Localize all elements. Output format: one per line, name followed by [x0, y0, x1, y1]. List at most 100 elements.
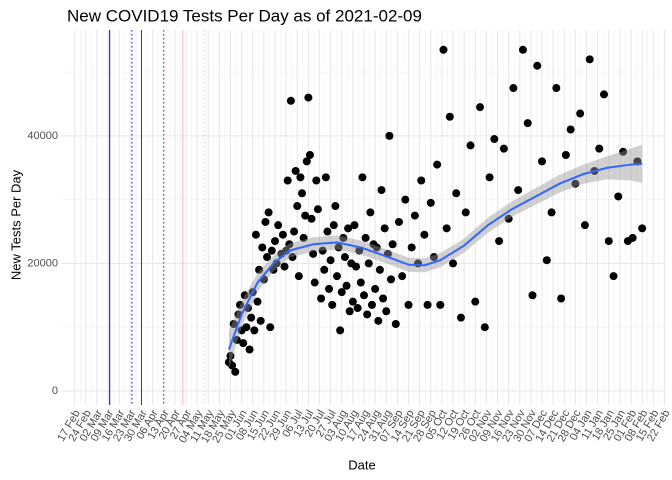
- data-point: [320, 265, 329, 274]
- data-point: [490, 135, 499, 144]
- data-point: [245, 345, 254, 354]
- data-point: [334, 243, 343, 252]
- data-point: [375, 265, 384, 274]
- data-point: [331, 202, 340, 211]
- data-point: [385, 131, 394, 140]
- data-point: [449, 259, 458, 268]
- y-tick-label: 20000: [27, 257, 58, 269]
- data-point: [283, 176, 292, 185]
- data-point: [382, 307, 391, 316]
- data-point: [285, 240, 294, 249]
- data-point: [344, 224, 353, 233]
- data-point: [580, 221, 589, 230]
- data-point: [298, 189, 307, 198]
- data-point: [348, 297, 357, 306]
- data-point: [585, 55, 594, 64]
- data-point: [226, 351, 235, 360]
- data-point: [309, 249, 318, 258]
- data-point: [538, 157, 547, 166]
- data-point: [456, 313, 465, 322]
- data-point: [266, 323, 275, 332]
- data-point: [379, 294, 388, 303]
- data-point: [229, 320, 238, 329]
- data-point: [499, 144, 508, 153]
- data-point: [509, 84, 518, 93]
- data-point: [310, 278, 319, 287]
- data-point: [228, 361, 237, 370]
- data-point: [380, 224, 389, 233]
- data-point: [372, 243, 381, 252]
- data-point: [404, 300, 413, 309]
- data-point: [356, 278, 365, 287]
- data-point: [258, 243, 267, 252]
- data-point: [410, 211, 419, 220]
- data-point: [471, 297, 480, 306]
- data-point: [426, 198, 435, 207]
- data-point: [547, 208, 556, 217]
- data-point: [318, 246, 327, 255]
- data-point: [394, 217, 403, 226]
- data-point: [250, 326, 259, 335]
- data-point: [628, 233, 637, 242]
- data-point: [325, 284, 334, 293]
- data-point: [452, 189, 461, 198]
- data-point: [264, 208, 273, 217]
- data-point: [286, 96, 295, 105]
- data-point: [387, 275, 396, 284]
- data-point: [337, 288, 346, 297]
- data-point: [480, 323, 489, 332]
- data-point: [476, 103, 485, 112]
- data-point: [619, 147, 628, 156]
- data-point: [552, 84, 561, 93]
- confidence-band: [228, 144, 643, 369]
- data-point: [301, 211, 310, 220]
- data-point: [367, 300, 376, 309]
- data-point: [296, 173, 305, 182]
- data-point: [445, 112, 454, 121]
- data-point: [323, 227, 332, 236]
- data-point: [557, 294, 566, 303]
- data-point: [232, 335, 241, 344]
- data-point: [401, 195, 410, 204]
- data-point: [270, 237, 279, 246]
- x-axis-title: Date: [348, 457, 375, 472]
- data-point: [267, 246, 276, 255]
- data-point: [353, 304, 362, 313]
- data-point: [317, 294, 326, 303]
- data-point: [293, 202, 302, 211]
- data-point: [417, 176, 426, 185]
- data-point: [604, 237, 613, 246]
- data-point: [328, 300, 337, 309]
- data-point: [442, 224, 451, 233]
- data-point: [566, 125, 575, 134]
- data-point: [518, 45, 527, 54]
- data-point: [312, 176, 321, 185]
- data-point: [253, 297, 262, 306]
- data-point: [290, 227, 299, 236]
- data-point: [329, 221, 338, 230]
- data-point: [302, 157, 311, 166]
- data-point: [321, 173, 330, 182]
- data-point: [269, 265, 278, 274]
- data-point: [528, 291, 537, 300]
- data-point: [294, 272, 303, 281]
- data-point: [561, 151, 570, 159]
- data-point: [377, 186, 386, 195]
- data-point: [313, 205, 322, 214]
- data-point: [361, 233, 370, 242]
- data-point: [374, 316, 383, 325]
- data-point: [366, 208, 375, 217]
- data-point: [240, 291, 249, 300]
- data-point: [242, 323, 251, 332]
- data-point: [352, 262, 361, 271]
- data-point: [542, 256, 551, 265]
- data-point: [429, 253, 438, 262]
- data-point: [231, 367, 240, 376]
- data-point: [485, 173, 494, 182]
- data-point: [340, 253, 349, 262]
- data-point: [280, 262, 289, 271]
- data-point: [504, 214, 513, 223]
- data-point: [576, 109, 585, 118]
- data-point: [278, 230, 287, 239]
